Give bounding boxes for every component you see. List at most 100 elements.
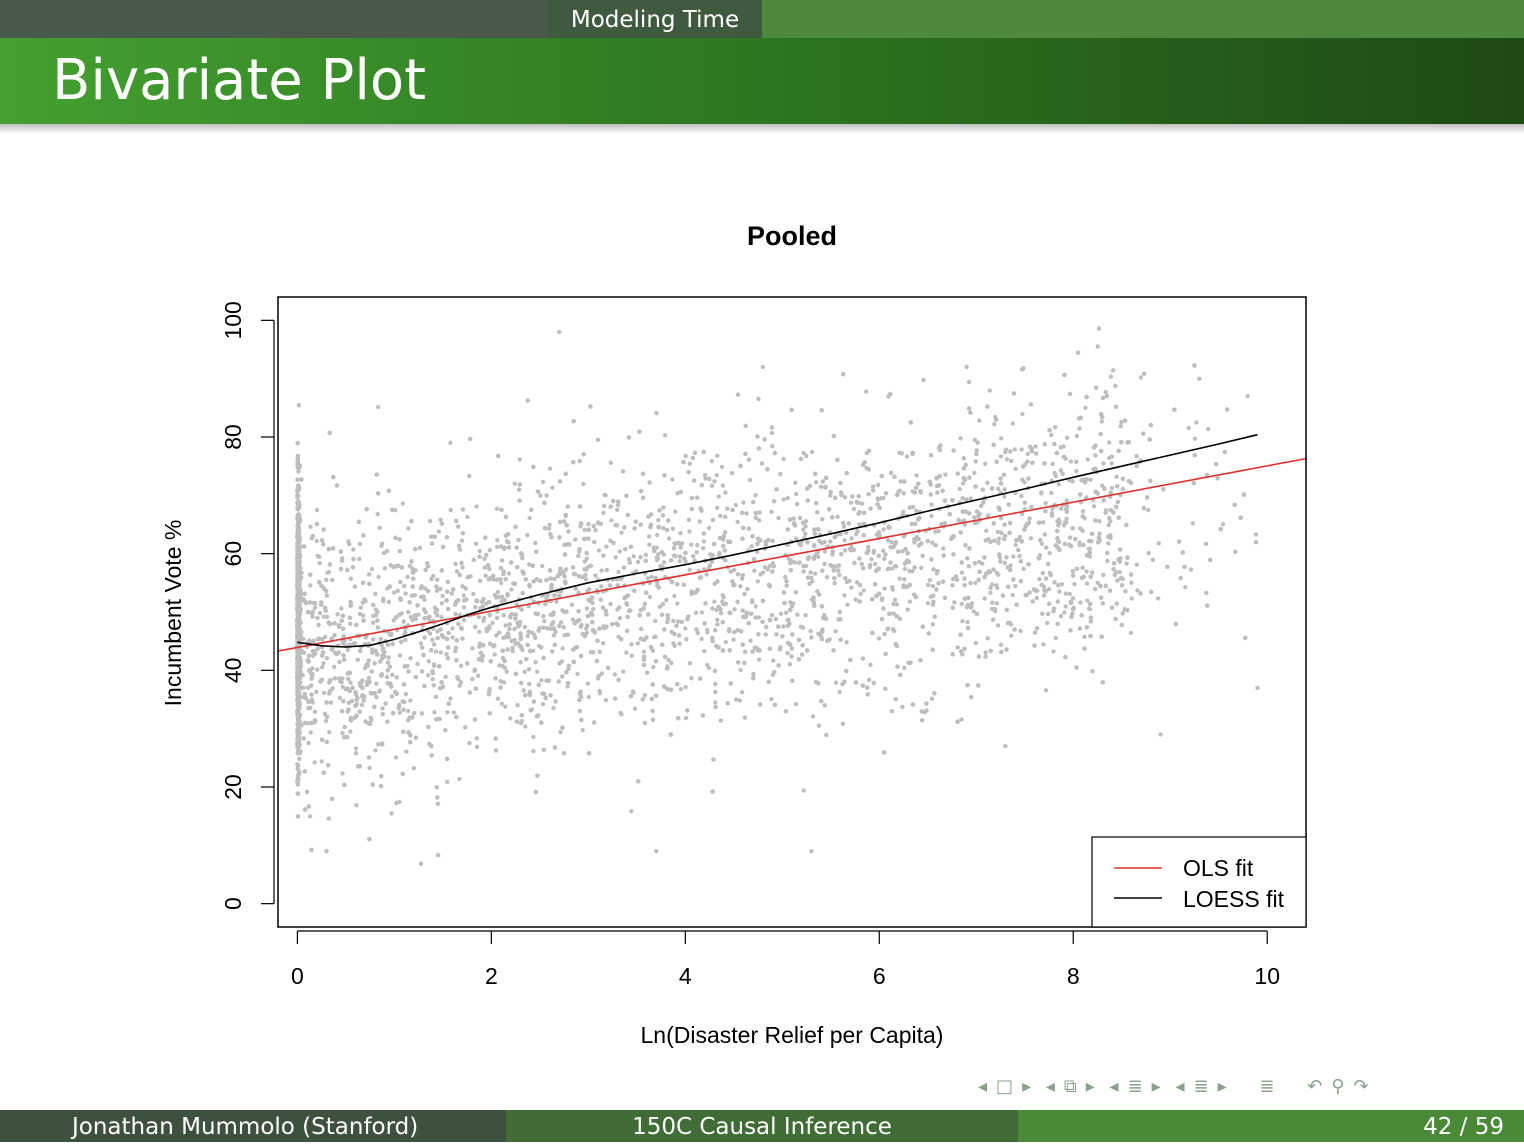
scatter-point — [492, 592, 498, 598]
scatter-point — [929, 557, 934, 562]
scatter-point — [961, 456, 966, 461]
scatter-point — [835, 514, 840, 519]
scatter-point — [429, 753, 434, 758]
scatter-point — [337, 695, 343, 700]
scatter-point — [998, 454, 1003, 459]
scatter-point — [698, 676, 703, 681]
scatter-point — [460, 531, 466, 536]
scatter-point — [678, 545, 683, 550]
scatter-point — [577, 708, 582, 714]
scatter-point — [934, 587, 939, 592]
scatter-point — [907, 599, 913, 604]
scatter-point — [443, 674, 448, 679]
scatter-point — [604, 567, 609, 573]
scatter-point — [860, 656, 866, 661]
scatter-point — [618, 576, 624, 582]
scatter-point — [527, 515, 532, 521]
scatter-point — [335, 612, 340, 617]
scatter-point — [586, 694, 591, 700]
scatter-point — [460, 636, 465, 641]
scatter-point — [1134, 463, 1139, 469]
scatter-point — [706, 665, 712, 671]
scatter-point — [502, 598, 507, 603]
scatter-point — [463, 586, 468, 591]
scatter-point — [345, 676, 351, 682]
scatter-point — [715, 617, 720, 622]
scatter-point — [890, 585, 895, 590]
scatter-point — [710, 606, 715, 611]
scatter-point — [1105, 558, 1110, 564]
scatter-point — [308, 524, 313, 529]
scatter-point — [609, 518, 614, 523]
scatter-point — [661, 505, 666, 510]
scatter-point — [458, 625, 464, 631]
scatter-point — [891, 601, 896, 607]
scatter-point — [608, 460, 613, 465]
scatter-point — [599, 584, 604, 589]
scatter-point — [539, 678, 544, 683]
scatter-point — [1088, 619, 1094, 624]
scatter-point — [584, 556, 589, 561]
scatter-point — [952, 600, 957, 605]
scatter-point — [351, 547, 356, 552]
scatter-point — [999, 649, 1004, 655]
scatter-point — [323, 634, 328, 640]
scatter-point — [575, 671, 580, 677]
scatter-point — [525, 533, 530, 538]
scatter-point — [769, 509, 774, 514]
scatter-point — [1043, 501, 1048, 506]
scatter-point — [514, 719, 519, 724]
scatter-point — [1113, 616, 1118, 622]
scatter-point — [703, 476, 708, 481]
scatter-point — [501, 613, 506, 618]
scatter-point — [757, 510, 762, 515]
scatter-point — [1128, 630, 1134, 636]
scatter-point — [684, 637, 689, 642]
scatter-point — [1061, 454, 1067, 459]
scatter-point — [339, 680, 344, 685]
scatter-point — [616, 677, 621, 683]
scatter-point — [912, 490, 918, 495]
scatter-point — [530, 630, 535, 635]
scatter-point — [897, 450, 902, 455]
scatter-point — [1086, 606, 1092, 611]
scatter-point — [931, 567, 936, 572]
scatter-point — [904, 454, 910, 459]
scatter-point — [576, 609, 581, 614]
scatter-point — [647, 594, 653, 600]
scatter-point — [720, 483, 726, 488]
scatter-point — [742, 715, 748, 720]
scatter-point — [603, 493, 608, 498]
scatter-point — [715, 453, 720, 458]
scatter-point — [371, 613, 376, 619]
scatter-point — [996, 536, 1002, 541]
scatter-point — [434, 588, 440, 593]
scatter-point — [615, 607, 620, 612]
scatter-point — [675, 601, 680, 606]
scatter-point — [309, 692, 314, 697]
scatter-point — [882, 586, 887, 591]
scatter-point — [532, 635, 538, 640]
scatter-point — [406, 526, 411, 531]
scatter-point — [628, 608, 633, 613]
scatter-point — [687, 529, 692, 534]
top-navigation-bar: Modeling Time — [0, 0, 1524, 38]
scatter-point — [769, 613, 775, 618]
scatter-point — [707, 563, 712, 568]
scatter-point — [1046, 586, 1052, 592]
scatter-point — [820, 517, 825, 522]
scatter-point — [759, 461, 765, 466]
scatter-point — [753, 615, 758, 620]
scatter-point — [374, 681, 379, 686]
scatter-point — [1118, 424, 1124, 429]
scatter-point — [583, 577, 589, 582]
scatter-point — [1041, 520, 1046, 525]
scatter-point — [930, 622, 935, 627]
scatter-point — [348, 680, 353, 685]
scatter-point — [753, 493, 758, 498]
scatter-point — [597, 691, 603, 696]
scatter-point — [718, 513, 723, 518]
scatter-point — [367, 721, 373, 726]
scatter-point — [1141, 506, 1147, 511]
section-title[interactable]: Modeling Time — [548, 0, 762, 38]
